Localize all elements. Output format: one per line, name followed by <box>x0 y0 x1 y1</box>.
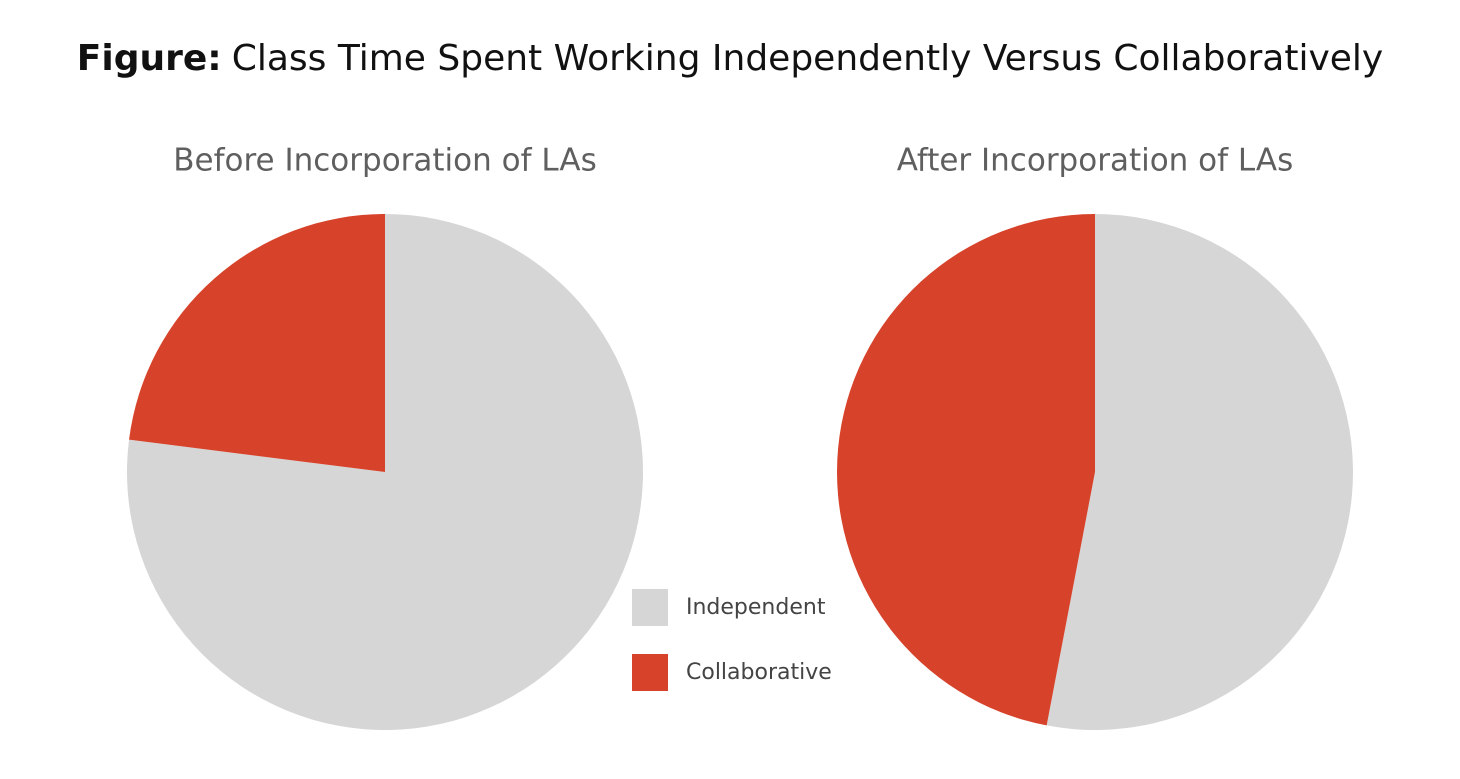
pie-slice <box>129 214 385 472</box>
figure-title: Figure: Class Time Spent Working Independ… <box>77 38 1383 79</box>
legend-label: Independent <box>686 595 826 620</box>
legend-swatch <box>632 654 668 691</box>
pie-slice <box>836 213 1095 726</box>
legend-label: Collaborative <box>686 660 832 685</box>
pies <box>126 213 1353 730</box>
chart-title: Before Incorporation of LAs <box>173 143 596 179</box>
title-prefix: Figure: <box>77 38 222 79</box>
pie-slice <box>1046 214 1353 730</box>
legend-swatch <box>632 589 668 626</box>
legend: Independent Collaborative <box>632 589 832 691</box>
pie-slice <box>126 214 643 730</box>
chart-title: After Incorporation of LAs <box>897 143 1294 179</box>
title-text: Class Time Spent Working Independently V… <box>232 38 1384 79</box>
